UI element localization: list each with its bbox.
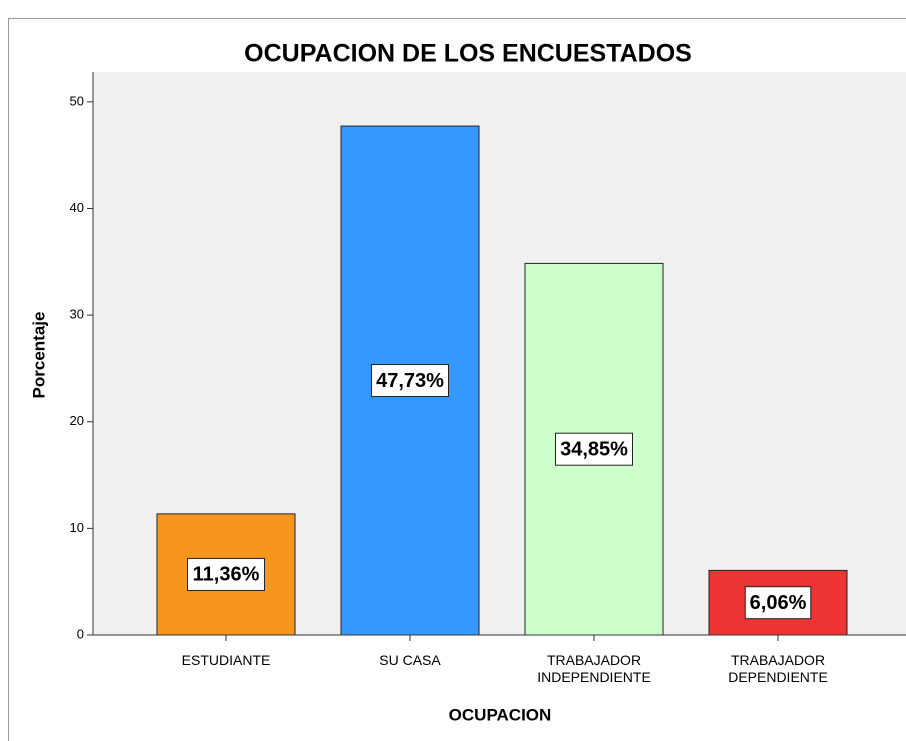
y-axis-title: Porcentaje (29, 312, 48, 399)
y-tick-label: 30 (70, 307, 84, 322)
value-label-box (555, 432, 633, 466)
value-label: 6,06% (750, 592, 807, 614)
value-label-box (744, 586, 812, 620)
value-label-box (371, 364, 449, 398)
value-label: 34,85% (560, 438, 628, 460)
y-tick-label: 10 (70, 520, 84, 535)
x-tick-label: ESTUDIANTE (182, 652, 271, 668)
y-tick-label: 0 (77, 626, 84, 641)
value-label: 11,36% (193, 564, 260, 586)
value-label-box (187, 557, 265, 591)
x-axis-title: OCUPACION (449, 705, 552, 724)
x-tick-label: TRABAJADOR INDEPENDIENTE (537, 652, 651, 685)
y-tick-label: 20 (70, 413, 84, 428)
value-label: 47,73% (376, 370, 444, 392)
x-tick-label: SU CASA (379, 652, 441, 668)
chart-title: OCUPACION DE LOS ENCUESTADOS (244, 40, 692, 68)
y-tick-label: 40 (70, 200, 84, 215)
y-tick-label: 50 (70, 93, 84, 108)
x-tick-label: TRABAJADOR DEPENDIENTE (728, 652, 828, 685)
